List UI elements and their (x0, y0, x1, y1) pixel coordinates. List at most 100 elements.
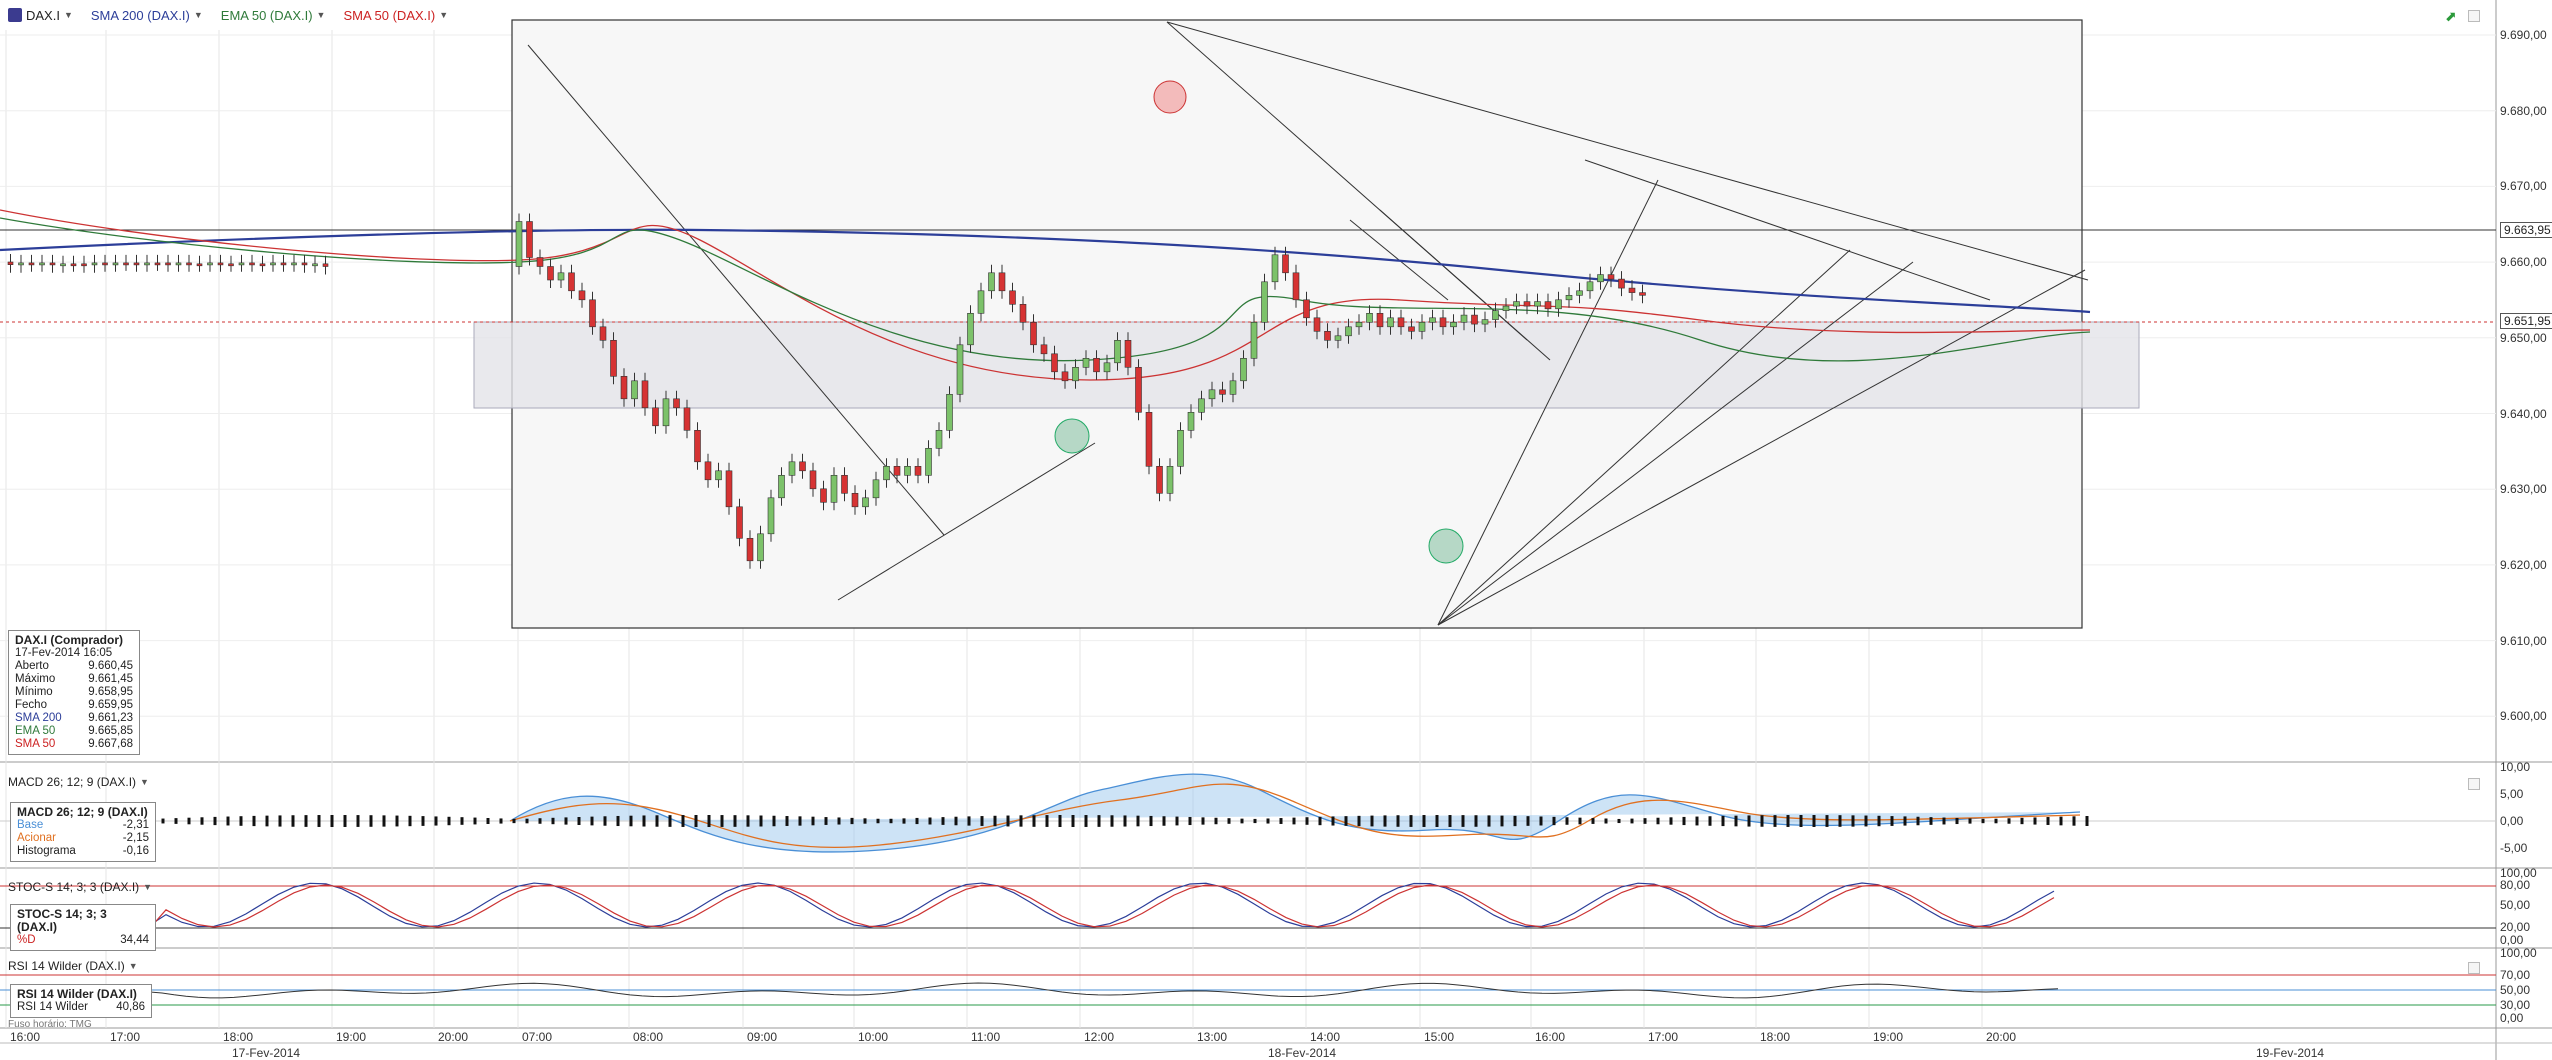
stoch-axis-label: 100,00 (2500, 866, 2537, 880)
symbol-selector[interactable]: DAX.I ▼ (8, 8, 73, 23)
info-box-datetime: 17-Fev-2014 16:05 (15, 647, 113, 659)
macd-axis-label: 10,00 (2500, 760, 2531, 774)
candle-body (207, 262, 213, 266)
candle-body (862, 497, 869, 508)
time-tick-label: 16:00 (10, 1030, 41, 1044)
candle-body (778, 474, 785, 499)
stoch-d-line (149, 884, 2055, 929)
indicator-ema50-label: EMA 50 (DAX.I) (220, 7, 313, 23)
stoch-box-title: STOC-S 14; 3; 3 (DAX.I) (17, 907, 107, 934)
candle-body (736, 506, 743, 539)
candle-body (322, 263, 329, 267)
candle-body (1597, 274, 1604, 283)
macd-axis-label: 0,00 (2500, 814, 2524, 828)
candle-body (1397, 317, 1405, 328)
price-tick-label: 9.680,00 (2500, 103, 2547, 118)
candle-body (1114, 339, 1121, 364)
candle-body (851, 492, 859, 508)
chevron-down-icon: ▼ (316, 10, 326, 20)
candle-body (641, 380, 649, 409)
candle-body (291, 262, 297, 266)
info-box-row: SMA 50 9.667,68 (15, 738, 133, 751)
price-tick-label: 9.620,00 (2500, 557, 2547, 572)
rsi-axis-label: 0,00 (2500, 1011, 2524, 1025)
candle-body (1355, 321, 1363, 328)
candle-body (557, 272, 565, 281)
candle-body (568, 272, 575, 292)
candle-body (1429, 317, 1436, 323)
candle-body (1082, 357, 1090, 368)
stoch-axis-label: 0,00 (2500, 933, 2524, 947)
info-box-row-value: 9.667,68 (88, 738, 133, 750)
candle-body (662, 398, 670, 427)
info-box-row: SMA 200 9.661,23 (15, 712, 133, 725)
stoch-box-row-label: %D (17, 934, 36, 946)
macd-box-row: Histograma -0,16 (17, 845, 149, 858)
time-tick-label: 07:00 (522, 1030, 553, 1044)
rsi-panel-window-icon[interactable] (2468, 962, 2480, 974)
time-tick-label: 16:00 (1535, 1030, 1566, 1044)
candle-body (631, 380, 638, 400)
candle-body (946, 393, 953, 431)
candle-body (154, 262, 161, 266)
candle-body (788, 461, 796, 476)
candle-body (893, 465, 901, 476)
support-zone (473, 321, 2140, 409)
macd-box-rows: Base -2,31 Acionar -2,15 Histograma -0,16 (17, 819, 149, 858)
info-box-row: EMA 50 9.665,85 (15, 725, 133, 738)
candle-body (1439, 317, 1447, 328)
candle-body (809, 470, 817, 490)
candle-body (165, 262, 171, 266)
rsi-box-row: RSI 14 Wilder 40,86 (17, 1001, 145, 1014)
indicator-sma50-selector[interactable]: SMA 50 (DAX.I) ▼ (343, 8, 448, 23)
symbol-label: DAX.I (26, 7, 60, 23)
restore-window-icon[interactable] (2468, 10, 2480, 22)
candle-body (536, 257, 544, 267)
info-box-row-label: SMA 50 (15, 738, 56, 750)
candle-body (238, 262, 245, 266)
stoch-box-row: %D 34,44 (17, 934, 149, 947)
candle-body (704, 461, 712, 481)
candle-body (746, 537, 754, 562)
time-tick-label: 17:00 (1648, 1030, 1679, 1044)
rsi-panel-title[interactable]: RSI 14 Wilder (DAX.I) ▼ (8, 959, 138, 973)
chart-toolbar: DAX.I ▼ SMA 200 (DAX.I) ▼ EMA 50 (DAX.I)… (0, 0, 2508, 30)
info-box-row: Mínimo 9.658,95 (15, 686, 133, 699)
candle-body (673, 398, 680, 409)
indicator-sma200-selector[interactable]: SMA 200 (DAX.I) ▼ (91, 8, 203, 23)
info-box-title: DAX.I (Comprador) (15, 633, 123, 647)
candle-body (175, 262, 182, 266)
candle-body (1145, 411, 1153, 467)
time-tick-label: 11:00 (971, 1030, 1001, 1044)
macd-box-title: MACD 26; 12; 9 (DAX.I) (17, 805, 148, 819)
candle-body (1471, 314, 1478, 325)
candle-body (1555, 299, 1562, 310)
indicator-ema50-selector[interactable]: EMA 50 (DAX.I) ▼ (221, 8, 326, 23)
candle-body (1324, 330, 1331, 341)
time-tick-label: 20:00 (1986, 1030, 2017, 1044)
info-box-row-label: Máximo (15, 673, 56, 685)
macd-panel-window-icon[interactable] (2468, 778, 2480, 790)
price-tag-last: 9.651,95 (2500, 313, 2552, 329)
candle-body (935, 429, 943, 449)
ema50-line (0, 217, 2091, 362)
candle-body (81, 263, 87, 267)
candle-body (70, 263, 77, 267)
candle-body (956, 344, 964, 395)
stoch-panel-title[interactable]: STOC-S 14; 3; 3 (DAX.I) ▼ (8, 880, 152, 894)
price-tick-label: 9.660,00 (2500, 255, 2547, 270)
candle-body (998, 272, 1006, 292)
stoch-k-line (149, 882, 2055, 928)
candle-body (1450, 321, 1457, 328)
macd-box-row-value: -0,16 (122, 845, 149, 857)
draw-tool-icon[interactable]: ⬈ (2445, 8, 2457, 24)
macd-box-row-label: Acionar (17, 832, 56, 844)
macd-base-line (509, 773, 2081, 853)
macd-panel-title[interactable]: MACD 26; 12; 9 (DAX.I) ▼ (8, 775, 149, 789)
candle-body (1051, 353, 1058, 373)
time-tick-label: 19:00 (336, 1030, 367, 1044)
candle-body (1376, 312, 1384, 328)
rsi-box-title: RSI 14 Wilder (DAX.I) (17, 987, 137, 1001)
candle-body (872, 479, 880, 499)
